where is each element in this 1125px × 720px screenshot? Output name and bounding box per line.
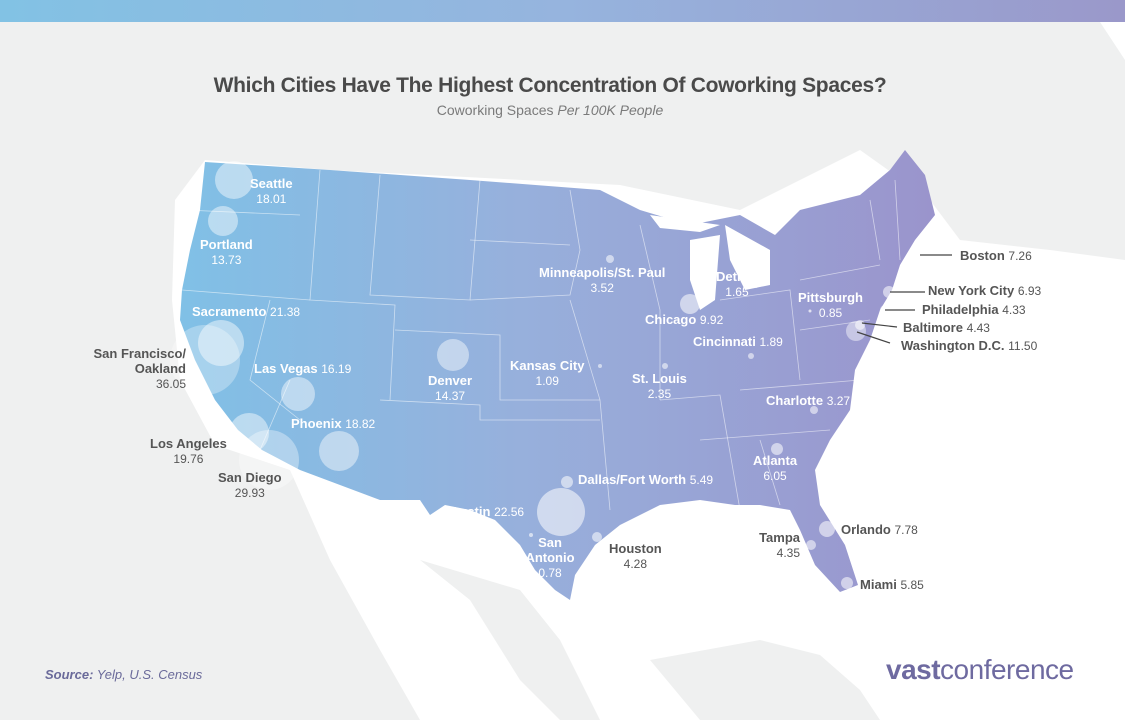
city-label-phoenix: Phoenix 18.82 [291, 416, 376, 431]
city-label-los-angeles: Los Angeles 19.76 [150, 436, 227, 466]
city-label-philadelphia: Philadelphia 4.33 [922, 302, 1026, 317]
city-label-tampa: Tampa 4.35 [759, 530, 800, 560]
top-gradient-bar [0, 0, 1125, 22]
city-label-san-antonio: San Antonio 0.78 [525, 535, 575, 580]
city-label-chicago: Chicago 9.92 [645, 312, 724, 327]
city-label-orlando: Orlando 7.78 [841, 522, 918, 537]
city-label-boston: Boston 7.26 [960, 248, 1032, 263]
city-label-san-francisco: San Francisco/ Oakland 36.05 [93, 346, 186, 391]
city-label-miami: Miami 5.85 [860, 577, 924, 592]
city-label-new-york: New York City 6.93 [928, 283, 1042, 298]
city-label-minneapolis: Minneapolis/St. Paul 3.52 [539, 265, 666, 295]
city-label-denver: Denver 14.37 [428, 373, 473, 403]
city-label-washington-dc: Washington D.C. 11.50 [901, 338, 1038, 353]
city-label-sacramento: Sacramento 21.38 [192, 304, 301, 319]
page-subtitle: Coworking Spaces Per 100K People [436, 102, 664, 118]
north-america-land [0, 22, 1125, 720]
city-label-portland: Portland 13.73 [200, 237, 253, 267]
vastconference-logo: vastconference [886, 654, 1074, 685]
city-label-houston: Houston 4.28 [609, 541, 662, 571]
city-label-seattle: Seattle 18.01 [250, 176, 293, 206]
page-title: Which Cities Have The Highest Concentrat… [213, 74, 887, 97]
city-label-austin: Austin 22.56 [450, 504, 525, 519]
city-label-detroit: Detroit 1.65 [716, 269, 758, 299]
city-label-kansas-city: Kansas City 1.09 [510, 358, 585, 388]
city-label-dallas: Dallas/Fort Worth 5.49 [578, 472, 714, 487]
city-label-atlanta: Atlanta 6.05 [753, 453, 798, 483]
city-label-charlotte: Charlotte 3.27 [766, 393, 851, 408]
city-label-cincinnati: Cincinnati 1.89 [693, 334, 783, 349]
city-label-las-vegas: Las Vegas 16.19 [254, 361, 352, 376]
city-label-baltimore: Baltimore 4.43 [903, 320, 990, 335]
source-note: Source: Yelp, U.S. Census [45, 667, 203, 682]
great-lakes [650, 215, 770, 310]
city-label-san-diego: San Diego 29.93 [218, 470, 282, 500]
city-label-st-louis: St. Louis 2.35 [632, 371, 687, 401]
city-bubbles [170, 161, 926, 589]
city-label-pittsburgh: Pittsburgh 0.85 [798, 290, 863, 320]
